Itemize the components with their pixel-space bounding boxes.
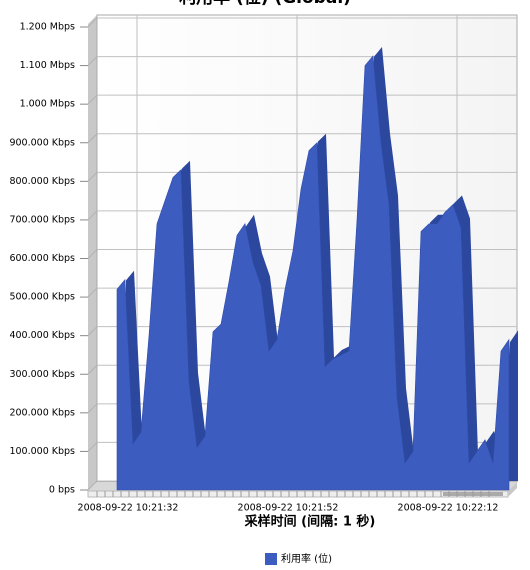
x-axis-title: 采样时间 (间隔: 1 秒) xyxy=(244,514,376,530)
y-tick-label: 400.000 Kbps xyxy=(9,330,75,341)
y-tick-label: 100.000 Kbps xyxy=(9,446,75,457)
grid-line xyxy=(87,287,98,298)
y-tick-label: 200.000 Kbps xyxy=(9,407,75,418)
grid-line xyxy=(87,249,98,259)
y-tick-label: 0 bps xyxy=(49,485,75,496)
grid-line xyxy=(87,480,98,491)
y-tick-label: 600.000 Kbps xyxy=(9,253,75,264)
grid-line xyxy=(87,17,98,28)
floor-side xyxy=(508,482,517,497)
grid-line xyxy=(87,326,98,337)
grid-line xyxy=(87,56,98,66)
grid-line xyxy=(87,210,98,221)
y-tick-label: 1.100 Mbps xyxy=(20,60,75,71)
y-tick-label: 1.000 Mbps xyxy=(20,99,75,110)
grid-line xyxy=(87,171,98,182)
area xyxy=(116,55,510,491)
x-tick-label: 2008-09-22 10:22:12 xyxy=(398,503,499,514)
x-tick-label: 2008-09-22 10:21:52 xyxy=(238,503,339,514)
legend-swatch xyxy=(265,553,277,565)
grid-line xyxy=(87,133,98,144)
x-tick-label: 2008-09-22 10:21:32 xyxy=(78,503,179,514)
grid-line xyxy=(87,403,98,414)
side-wall xyxy=(88,15,97,491)
y-tick-label: 700.000 Kbps xyxy=(9,214,75,225)
y-tick-label: 300.000 Kbps xyxy=(9,369,75,380)
y-tick-label: 1.200 Mbps xyxy=(20,22,75,33)
grid-line xyxy=(87,442,98,452)
y-tick-label: 800.000 Kbps xyxy=(9,176,75,187)
legend-label: 利用率 (位) xyxy=(281,552,332,565)
grid-line xyxy=(87,364,98,375)
grid-line xyxy=(87,94,98,105)
chart-title: 利用率 (位) (Global) xyxy=(179,0,351,8)
y-tick-label: 900.000 Kbps xyxy=(9,137,75,148)
y-tick-label: 500.000 Kbps xyxy=(9,292,75,303)
